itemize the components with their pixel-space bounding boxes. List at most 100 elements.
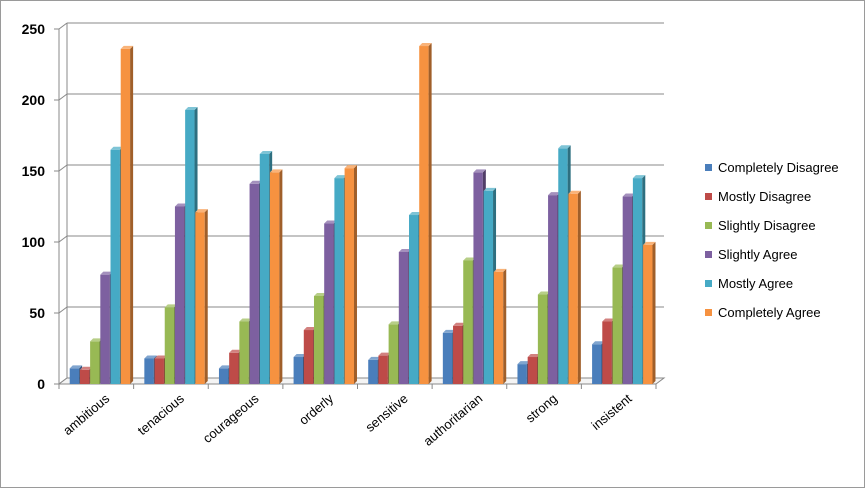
bar-front [473,172,483,384]
bar-front [463,260,473,384]
bar-top [632,175,646,179]
bar-top [229,349,242,353]
bar-front [612,267,622,384]
bar-top [537,291,551,295]
bar-top [398,248,412,252]
legend-label: Mostly Disagree [718,189,811,204]
bar-top [442,329,456,333]
bar-side [652,241,656,384]
bar-top [174,203,188,207]
legend-label: Slightly Disagree [718,218,816,233]
bar-front [558,148,568,384]
bar-side [130,45,134,384]
bar-top [643,241,656,245]
bar-top [164,304,178,308]
gridline-side [58,22,68,30]
bar-front [218,368,229,384]
bar-front [442,332,453,384]
legend: Completely Disagree Mostly Disagree Slight… [705,160,839,320]
bar-top [303,327,317,331]
bar-front [537,294,548,384]
bar-sensitive-completely-agree [419,43,432,384]
bar-front [592,344,602,384]
x-tick-label: courageous [200,390,262,445]
bar-side [428,43,432,384]
bar-top [388,321,402,325]
bar-front [602,321,612,384]
bar-top [368,356,381,360]
bar-front [144,358,154,384]
legend-swatch [705,222,712,229]
bar-strong-completely-agree [568,190,581,384]
gridline-side [58,235,68,243]
bar-front [643,244,653,384]
bar-top [90,338,103,342]
bar-front [483,190,494,384]
legend-item: Mostly Agree [705,276,793,291]
legend-swatch [705,280,712,287]
bar-front [622,196,633,384]
legend-item: Completely Agree [705,305,821,320]
bar-top [239,318,252,322]
bar-front [259,153,270,384]
bar-top [69,365,83,369]
x-tick-label: authoritarian [420,391,485,449]
legend-item: Slightly Agree [705,247,798,262]
bar-front [313,295,324,384]
gridline-side [58,164,68,172]
bar-orderly-completely-agree [344,165,357,384]
bar-top [324,220,337,224]
bar-top [409,212,422,216]
bar-front [398,251,409,384]
bar-front [269,172,280,384]
bar-front [334,178,344,384]
legend-item: Completely Disagree [705,160,839,175]
legend-item: Mostly Disagree [705,189,811,204]
bar-top [313,292,327,296]
bar-courageous-completely-agree [269,169,283,384]
y-tick-label: 250 [22,21,46,37]
y-tick-label: 200 [22,92,46,108]
bar-top [195,209,208,213]
bar-top [548,192,561,196]
bar-front [174,206,185,384]
legend-swatch [705,164,712,171]
bar-front [185,109,195,384]
bar-top [259,150,273,154]
bar-front [453,325,463,384]
x-tick-label: orderly [296,390,336,427]
legend-label: Slightly Agree [718,247,798,262]
bar-top [344,165,357,169]
x-tick-label: insistent [588,391,634,433]
bar-side [353,165,357,384]
bar-front [110,149,120,384]
bar-front [154,358,164,384]
bar-top [463,257,476,261]
bar-top [79,366,93,370]
bar-top [527,354,541,358]
x-tick-label: tenacious [135,390,188,438]
bar-top [293,354,306,358]
bar-front [249,183,259,384]
bar-top [493,268,507,272]
bar-front [493,271,504,384]
bar-top [144,355,157,359]
bar-top [517,361,530,365]
y-tick-label: 150 [22,163,46,179]
legend-swatch [705,193,712,200]
legend-label: Completely Agree [718,305,821,320]
bar-top [473,169,486,173]
bar-front [419,46,429,384]
bar-front [388,324,399,384]
bar-tenacious-completely-agree [195,209,208,384]
bar-top [568,190,581,194]
bar-top [334,175,347,179]
bar-top [100,271,113,275]
bar-authoritarian-completely-agree [493,268,507,384]
bar-top [453,322,466,326]
legend-swatch [705,251,712,258]
bar-front [409,215,419,384]
bar-top [612,264,625,268]
bar-front [90,341,100,384]
